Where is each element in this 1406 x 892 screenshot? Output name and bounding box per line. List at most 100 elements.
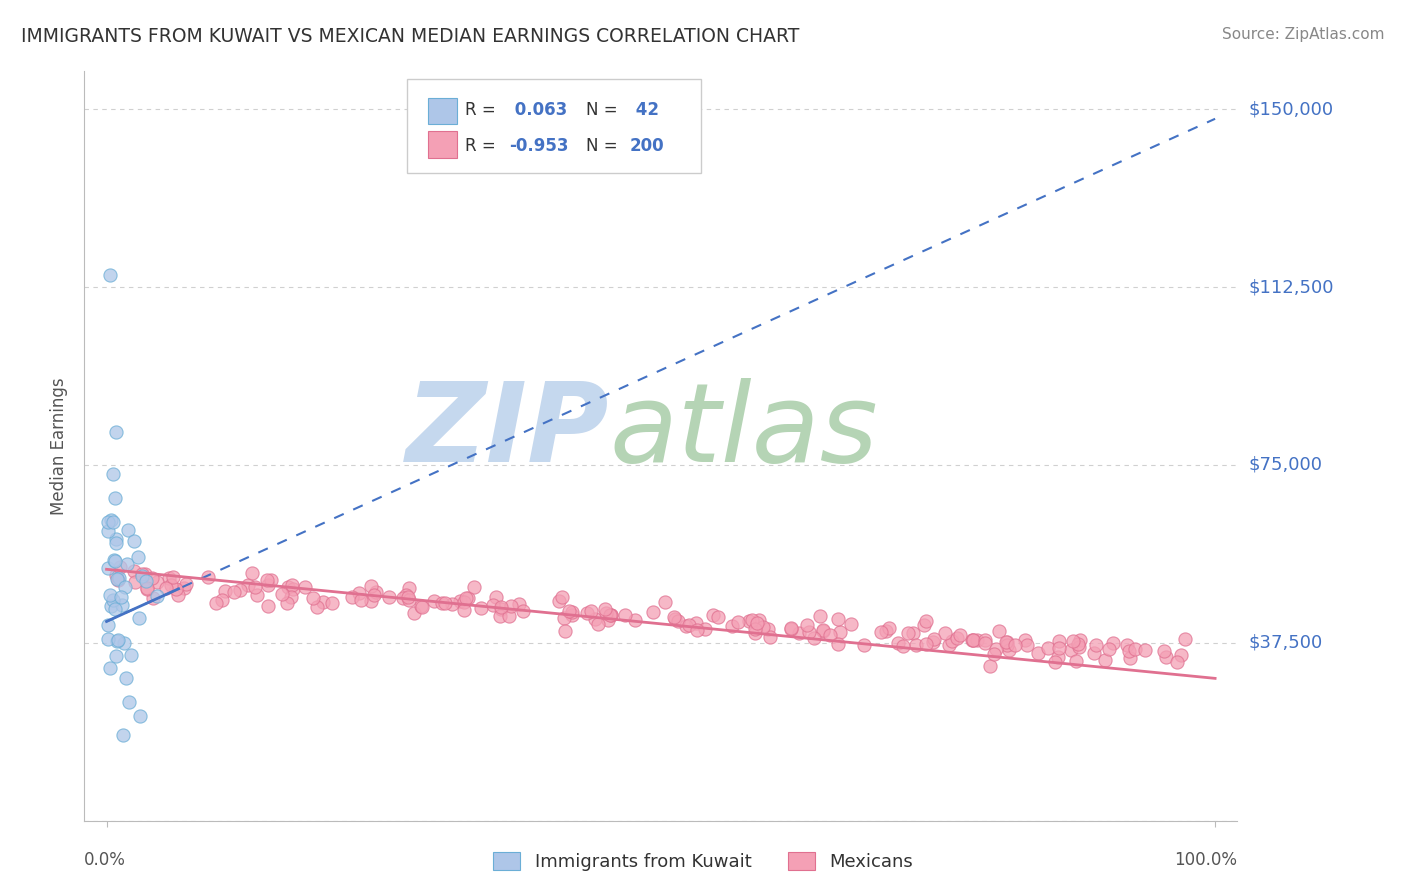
- Point: [576, 606, 599, 620]
- Point: [236, 578, 259, 592]
- Point: [666, 614, 689, 628]
- Point: [897, 625, 920, 640]
- Point: [1102, 636, 1125, 650]
- Point: [613, 607, 636, 622]
- Point: [162, 570, 184, 584]
- Point: [211, 593, 233, 607]
- Point: [1036, 641, 1059, 656]
- Point: [512, 604, 534, 618]
- Point: [101, 467, 124, 482]
- Point: [1133, 643, 1156, 657]
- Point: [561, 608, 583, 623]
- Point: [453, 602, 475, 616]
- Point: [693, 622, 716, 636]
- Point: [395, 588, 418, 602]
- Point: [97, 524, 120, 539]
- Point: [294, 580, 316, 594]
- Point: [756, 623, 779, 637]
- Point: [664, 612, 686, 626]
- Point: [256, 573, 278, 587]
- Point: [398, 581, 420, 595]
- Point: [811, 624, 834, 639]
- Point: [173, 581, 195, 595]
- Point: [101, 593, 124, 607]
- Point: [1094, 653, 1116, 667]
- Point: [914, 614, 936, 628]
- Point: [214, 583, 236, 598]
- Point: [141, 571, 163, 585]
- Point: [146, 589, 169, 603]
- Point: [1154, 650, 1177, 665]
- Point: [946, 631, 969, 645]
- Point: [257, 599, 280, 613]
- Point: [1047, 634, 1070, 648]
- Point: [1069, 633, 1091, 648]
- Point: [780, 622, 803, 636]
- Point: [1085, 638, 1108, 652]
- Point: [1098, 642, 1121, 657]
- Point: [482, 598, 505, 612]
- Point: [364, 585, 387, 599]
- Point: [411, 600, 433, 615]
- Point: [1166, 655, 1188, 669]
- Point: [995, 635, 1018, 649]
- Point: [131, 567, 153, 582]
- Text: -0.953: -0.953: [509, 137, 568, 155]
- Point: [962, 632, 984, 647]
- Point: [499, 599, 522, 614]
- Point: [432, 596, 454, 610]
- Point: [579, 604, 602, 618]
- Point: [979, 659, 1001, 673]
- Point: [122, 564, 145, 578]
- Point: [553, 611, 575, 625]
- Text: $112,500: $112,500: [1249, 278, 1334, 296]
- Point: [104, 491, 127, 505]
- Point: [752, 620, 775, 634]
- Text: 0.0%: 0.0%: [84, 851, 127, 869]
- Point: [243, 581, 266, 595]
- Point: [281, 582, 304, 597]
- Point: [409, 599, 432, 613]
- Point: [558, 604, 581, 618]
- Point: [454, 591, 477, 606]
- Point: [392, 591, 415, 606]
- Point: [453, 595, 475, 609]
- Point: [813, 624, 835, 638]
- Point: [1170, 648, 1192, 662]
- Point: [675, 619, 697, 633]
- Text: N =: N =: [586, 102, 623, 120]
- Point: [378, 590, 401, 604]
- Point: [915, 638, 938, 652]
- Text: 42: 42: [630, 102, 658, 120]
- Point: [115, 557, 138, 571]
- Text: R =: R =: [465, 137, 501, 155]
- Point: [281, 578, 304, 592]
- Point: [120, 648, 142, 662]
- Point: [257, 578, 280, 592]
- Point: [912, 618, 935, 632]
- Point: [748, 613, 770, 627]
- Point: [641, 605, 664, 619]
- Point: [340, 590, 363, 604]
- Point: [104, 602, 127, 616]
- Point: [869, 625, 891, 640]
- Point: [271, 587, 294, 601]
- Point: [586, 616, 609, 631]
- Point: [995, 639, 1018, 653]
- Point: [1069, 640, 1091, 654]
- Point: [166, 589, 188, 603]
- Text: N =: N =: [586, 137, 623, 155]
- Point: [360, 579, 382, 593]
- Point: [1043, 655, 1066, 669]
- Point: [441, 598, 464, 612]
- Text: R =: R =: [465, 102, 501, 120]
- Point: [111, 598, 134, 612]
- Point: [134, 566, 156, 581]
- Point: [827, 611, 849, 625]
- Point: [107, 571, 129, 585]
- Point: [988, 624, 1011, 639]
- Point: [498, 608, 520, 623]
- Point: [103, 553, 125, 567]
- Point: [114, 580, 136, 594]
- Point: [966, 633, 988, 648]
